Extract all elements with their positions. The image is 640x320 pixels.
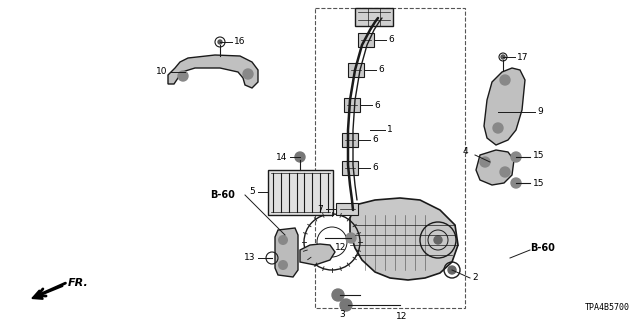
Text: 6: 6 [378,66,384,75]
Text: 6: 6 [388,36,394,44]
Circle shape [511,152,521,162]
Circle shape [501,55,505,59]
Circle shape [278,235,288,245]
Text: 3: 3 [339,310,345,319]
Polygon shape [484,68,525,145]
Circle shape [448,266,456,274]
FancyBboxPatch shape [342,161,358,175]
Text: B-60: B-60 [530,243,555,253]
Text: 9: 9 [537,108,543,116]
Text: 12: 12 [396,312,408,320]
Polygon shape [168,55,258,88]
Text: 6: 6 [374,100,380,109]
Circle shape [346,233,356,243]
Polygon shape [476,150,514,185]
Circle shape [278,260,288,270]
Circle shape [178,71,188,81]
Text: 13: 13 [243,253,255,262]
Text: 2: 2 [472,274,477,283]
Circle shape [295,152,305,162]
Text: 1: 1 [387,125,393,134]
Circle shape [500,167,510,177]
Bar [336,203,358,215]
Polygon shape [275,228,298,277]
Text: 17: 17 [517,52,529,61]
Text: FR.: FR. [68,278,89,288]
Text: 16: 16 [234,37,246,46]
Circle shape [500,75,510,85]
Circle shape [493,123,503,133]
Circle shape [480,157,490,167]
Circle shape [434,236,442,244]
Text: 7: 7 [317,204,323,213]
FancyBboxPatch shape [342,133,358,147]
Text: 4: 4 [462,148,468,156]
Text: 5: 5 [249,188,255,196]
FancyBboxPatch shape [344,98,360,112]
FancyBboxPatch shape [348,63,364,77]
Polygon shape [350,198,458,280]
Circle shape [218,40,222,44]
FancyBboxPatch shape [358,33,374,47]
FancyBboxPatch shape [355,8,393,26]
Text: 15: 15 [533,179,545,188]
Text: 6: 6 [372,135,378,145]
Text: 15: 15 [533,150,545,159]
Bar [315,8,465,308]
Bar [268,170,333,215]
Circle shape [332,289,344,301]
Circle shape [511,178,521,188]
Text: 12: 12 [335,244,346,252]
Text: 10: 10 [156,68,167,76]
Polygon shape [300,244,335,265]
Text: B-60: B-60 [210,190,235,200]
Circle shape [243,69,253,79]
Text: 14: 14 [276,153,287,162]
Text: TPA4B5700: TPA4B5700 [585,303,630,312]
Circle shape [340,299,352,311]
Text: 6: 6 [372,164,378,172]
